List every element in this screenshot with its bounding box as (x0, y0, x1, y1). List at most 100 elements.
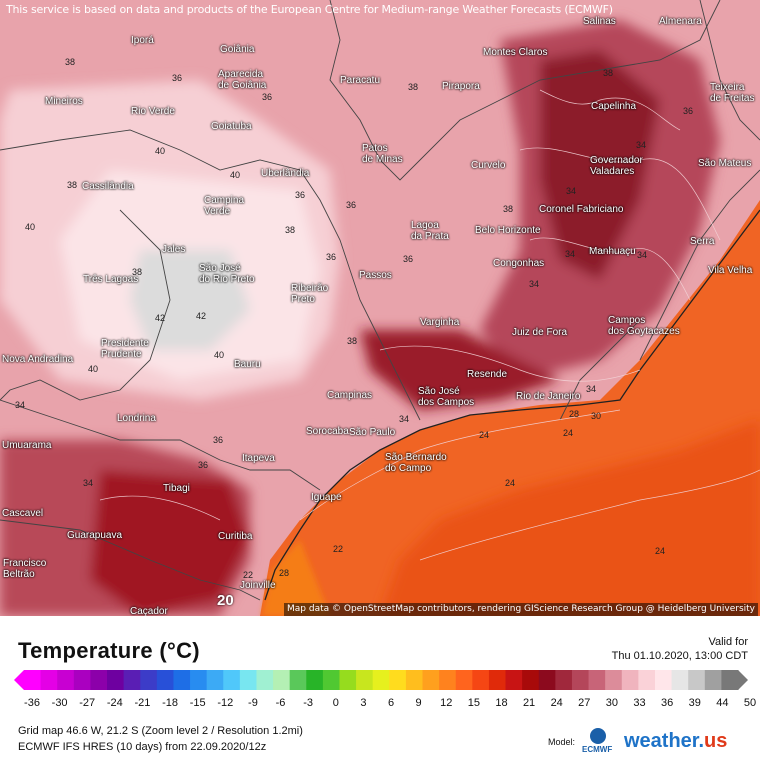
city-label: Capelinha (591, 101, 637, 112)
color-scale-tick-label: -3 (303, 697, 314, 709)
colorbar-segment (455, 670, 473, 690)
city-label: Itapeva (242, 453, 275, 464)
temperature-label: 34 (586, 384, 597, 394)
temperature-label: 30 (591, 411, 602, 421)
temperature-label-highlight: 20 (217, 592, 234, 609)
city-label: Varginha (420, 317, 460, 328)
color-scale-tick-label: 18 (495, 697, 508, 709)
city-label: Iguape (311, 492, 342, 503)
city-label: Cassilândia (82, 181, 134, 192)
city-label: Almenara (659, 16, 702, 27)
colorbar-segment (223, 670, 241, 690)
colorbar-segment (571, 670, 590, 690)
colorbar-segment (322, 670, 340, 690)
colorbar-segment (372, 670, 390, 690)
city-label: Umuarama (2, 440, 52, 451)
temperature-map[interactable]: This service is based on data and produc… (0, 0, 760, 616)
color-scale-tick-label: 9 (415, 697, 422, 709)
colorbar-segment (57, 670, 75, 690)
city-label: Paracatu (340, 75, 381, 86)
warm-zones (0, 20, 720, 616)
grid-info: Grid map 46.6 W, 21.2 S (Zoom level 2 / … (18, 725, 303, 737)
color-scale-tick-label: -6 (275, 697, 286, 709)
colorbar-segment (73, 670, 91, 690)
colorbar-segment (605, 670, 623, 690)
colorbar-segment (638, 670, 656, 690)
temperature-label: 40 (25, 222, 36, 232)
temperature-label: 36 (172, 73, 183, 83)
temperature-label: 28 (279, 568, 290, 578)
weather-us-logo[interactable]: weather.us (624, 730, 727, 753)
temperature-label: 28 (569, 409, 580, 419)
colorbar-segment (704, 670, 722, 690)
colorbar-segment (389, 670, 407, 690)
city-label: Mineiros (45, 96, 83, 107)
colorbar-segment (173, 670, 191, 690)
city-label: Campos dos Goytacazes (608, 315, 680, 337)
city-label: São José dos Campos (418, 386, 475, 408)
city-label: Ribeirão Preto (291, 283, 329, 305)
city-label: Iporá (131, 35, 154, 46)
brand-main: weather. (624, 730, 705, 752)
colorbar-segment (688, 670, 706, 690)
color-scale-tick-label: -12 (217, 697, 234, 709)
temperature-label: 24 (479, 430, 490, 440)
colorbar-segment (588, 670, 606, 690)
color-scale-tick-label: -36 (24, 697, 40, 709)
model-label: Model: (548, 737, 576, 747)
ecmwf-globe-icon (590, 728, 606, 744)
city-label: Rio de Janeiro (516, 391, 581, 402)
temperature-label: 42 (196, 311, 207, 321)
temperature-label: 42 (155, 313, 166, 323)
city-label: Curvelo (471, 160, 506, 171)
valid-time: Thu 01.10.2020, 13:00 CDT (611, 650, 748, 662)
temperature-label: 34 (15, 400, 26, 410)
color-scale-tick-label: 44 (716, 697, 729, 709)
color-scale-tick-label: -30 (51, 697, 68, 709)
temperature-label: 40 (230, 170, 241, 180)
temperature-label: 36 (213, 435, 224, 445)
colorbar-segment (621, 670, 639, 690)
colorbar-segment (488, 670, 507, 690)
temperature-label: 36 (295, 190, 306, 200)
colorbar-segment (123, 670, 141, 690)
temperature-label: 38 (603, 68, 614, 78)
city-label: Jales (162, 244, 186, 255)
color-scale-tick-label: 15 (467, 697, 480, 709)
color-scale-tick-label: -15 (189, 697, 206, 709)
colorbar-segment (90, 670, 108, 690)
city-label: Presidente Prudente (101, 338, 149, 360)
colorbar-segment (654, 670, 673, 690)
city-label: Campina Verde (204, 195, 245, 217)
city-label: Francisco Beltrão (3, 558, 47, 580)
temperature-label: 36 (683, 106, 694, 116)
color-scale-tick-label: 6 (387, 697, 395, 709)
city-label: Resende (467, 369, 508, 380)
color-scale-tick-label: 12 (440, 697, 453, 709)
city-label: Guarapuava (67, 530, 123, 541)
temperature-label: 38 (65, 57, 76, 67)
colorbar-segment (555, 670, 573, 690)
hot-zones (0, 80, 340, 400)
colorbar-segment (422, 670, 440, 690)
colorbar-segment (405, 670, 424, 690)
city-label: Coronel Fabriciano (539, 204, 624, 215)
temperature-label: 38 (67, 180, 78, 190)
city-label: Belo Horizonte (475, 225, 541, 236)
temperature-label: 24 (655, 546, 666, 556)
city-label: Passos (359, 270, 392, 281)
map-canvas (0, 0, 760, 616)
colorbar-segment (156, 670, 174, 690)
city-label: Pirapora (442, 81, 480, 92)
city-label: Três Lagoas (83, 274, 139, 285)
city-label: Cascavel (2, 508, 44, 519)
temperature-label: 38 (132, 267, 143, 277)
city-label: Bauru (234, 359, 261, 370)
colorbar-segment (40, 670, 58, 690)
city-label: Curitiba (218, 531, 253, 542)
colorbar-end-arrow (738, 670, 748, 690)
city-label: Juiz de Fora (512, 327, 568, 338)
city-label: Salinas (583, 16, 616, 27)
city-label: Manhuaçu (589, 246, 636, 257)
ecmwf-logo[interactable]: ECMWF (582, 728, 618, 754)
